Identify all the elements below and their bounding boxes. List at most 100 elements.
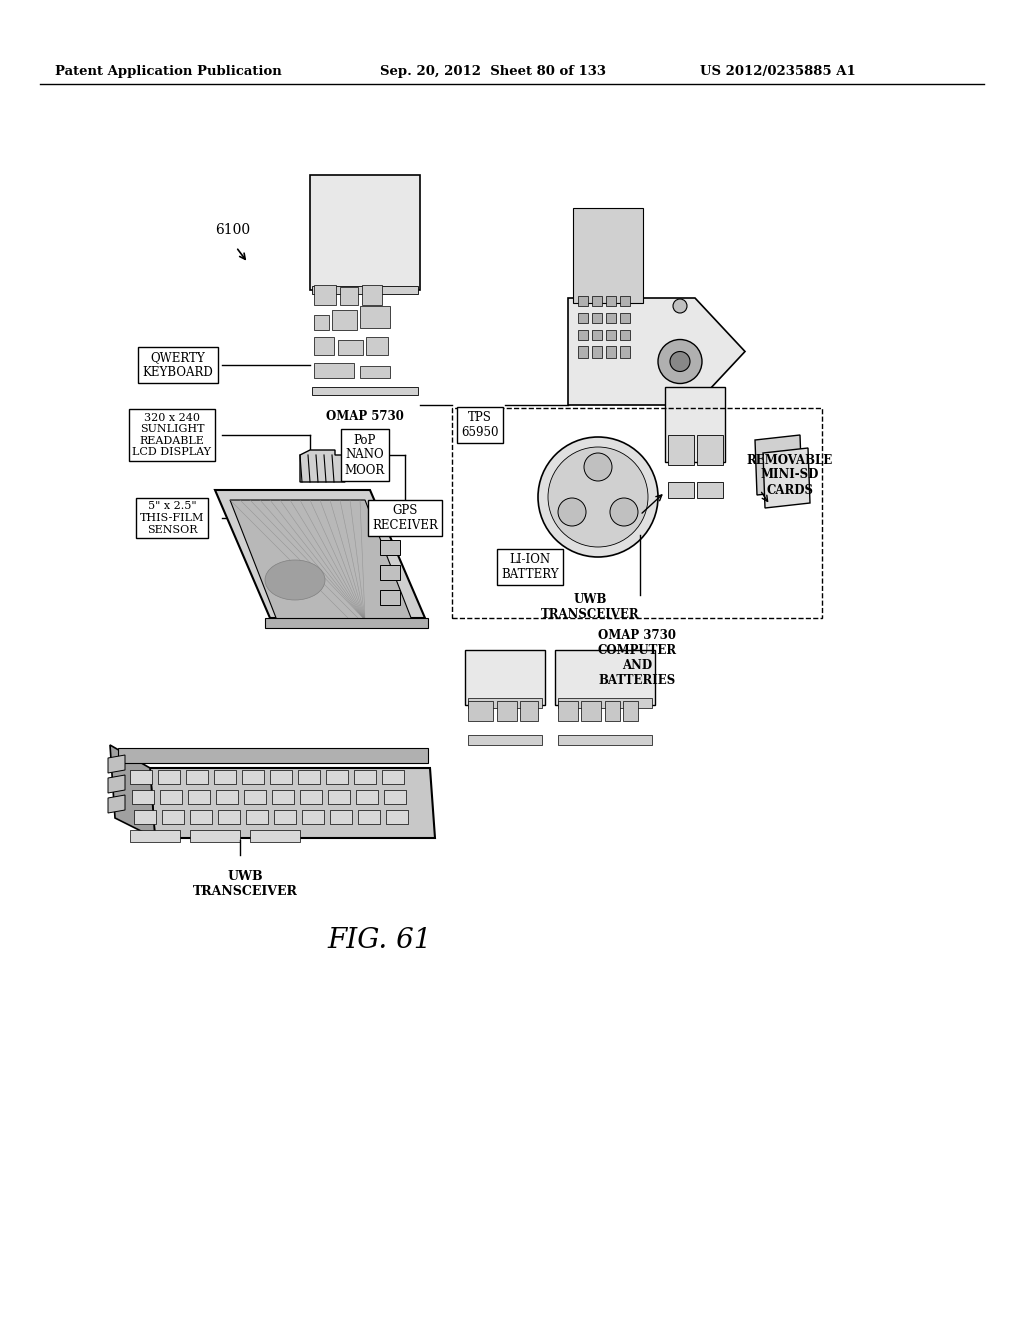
Bar [606,296,616,306]
Bar [578,296,588,306]
Polygon shape [230,500,415,628]
Bar [452,408,822,618]
Bar [606,313,616,323]
Text: UWB
TRANSCEIVER: UWB TRANSCEIVER [541,593,639,620]
Polygon shape [190,830,240,842]
Bar [620,313,630,323]
Bar [314,315,329,330]
Polygon shape [108,795,125,813]
Bar [497,701,517,721]
Bar [592,313,602,323]
Bar [314,285,336,305]
Bar [314,363,354,378]
Polygon shape [218,810,240,824]
Bar [668,436,694,465]
Polygon shape [330,810,352,824]
Polygon shape [328,789,350,804]
Polygon shape [158,770,180,784]
Bar [578,313,588,323]
Text: 5" x 2.5"
THIS-FILM
SENSOR: 5" x 2.5" THIS-FILM SENSOR [140,502,204,535]
Bar [581,701,601,721]
Polygon shape [272,789,294,804]
Bar [366,337,388,355]
Polygon shape [118,748,428,763]
Polygon shape [380,590,400,605]
Text: FIG. 61: FIG. 61 [328,927,432,953]
Polygon shape [244,789,266,804]
Polygon shape [130,770,152,784]
Text: QWERTY
KEYBOARD: QWERTY KEYBOARD [142,351,213,379]
Polygon shape [298,770,319,784]
Polygon shape [302,810,324,824]
Circle shape [673,300,687,313]
Bar [592,346,602,358]
Bar [592,296,602,306]
Bar [620,330,630,341]
Bar [623,701,638,721]
Text: GPS
RECEIVER: GPS RECEIVER [372,504,438,532]
Polygon shape [214,770,236,784]
Bar [468,735,542,744]
Bar [592,330,602,341]
Bar [465,649,545,705]
Polygon shape [568,298,745,405]
Bar [468,701,493,721]
Polygon shape [326,770,348,784]
Text: PoP
NANO
MOOR: PoP NANO MOOR [345,433,385,477]
Polygon shape [132,789,154,804]
Circle shape [670,351,690,371]
Bar [338,341,362,355]
Polygon shape [190,810,212,824]
Polygon shape [150,768,435,838]
Bar [468,698,542,708]
Bar [605,701,620,721]
Text: Patent Application Publication: Patent Application Publication [55,66,282,78]
Text: OMAP 5730: OMAP 5730 [326,411,403,424]
Polygon shape [186,770,208,784]
Polygon shape [354,770,376,784]
Circle shape [584,453,612,480]
Bar [312,387,418,395]
Bar [606,346,616,358]
Bar [665,387,725,462]
Bar [578,330,588,341]
Polygon shape [380,540,400,554]
Text: REMOVABLE
MINI-SD
CARDS: REMOVABLE MINI-SD CARDS [746,454,834,496]
Ellipse shape [265,560,325,601]
Circle shape [548,447,648,546]
Circle shape [538,437,658,557]
Bar [697,482,723,498]
Bar [573,209,643,304]
Polygon shape [215,490,425,618]
Polygon shape [188,789,210,804]
Bar [620,346,630,358]
Polygon shape [755,436,802,495]
Bar [362,285,382,305]
Text: 320 x 240
SUNLIGHT
READABLE
LCD DISPLAY: 320 x 240 SUNLIGHT READABLE LCD DISPLAY [132,413,212,458]
Bar [340,286,358,305]
Polygon shape [358,810,380,824]
Polygon shape [270,770,292,784]
Polygon shape [386,810,408,824]
Circle shape [610,498,638,525]
Text: 6100: 6100 [215,223,250,238]
Polygon shape [162,810,184,824]
Polygon shape [265,618,428,628]
Polygon shape [380,565,400,579]
Bar [578,346,588,358]
Bar [558,698,652,708]
Text: UWB
TRANSCEIVER: UWB TRANSCEIVER [193,870,297,898]
Bar [332,310,357,330]
Bar [606,330,616,341]
Bar [620,296,630,306]
Bar [312,286,418,294]
Polygon shape [134,810,156,824]
Polygon shape [384,789,406,804]
Polygon shape [300,789,322,804]
Polygon shape [274,810,296,824]
Bar [360,306,390,327]
Bar [558,735,652,744]
Bar [520,701,538,721]
Polygon shape [382,770,404,784]
Polygon shape [216,789,238,804]
